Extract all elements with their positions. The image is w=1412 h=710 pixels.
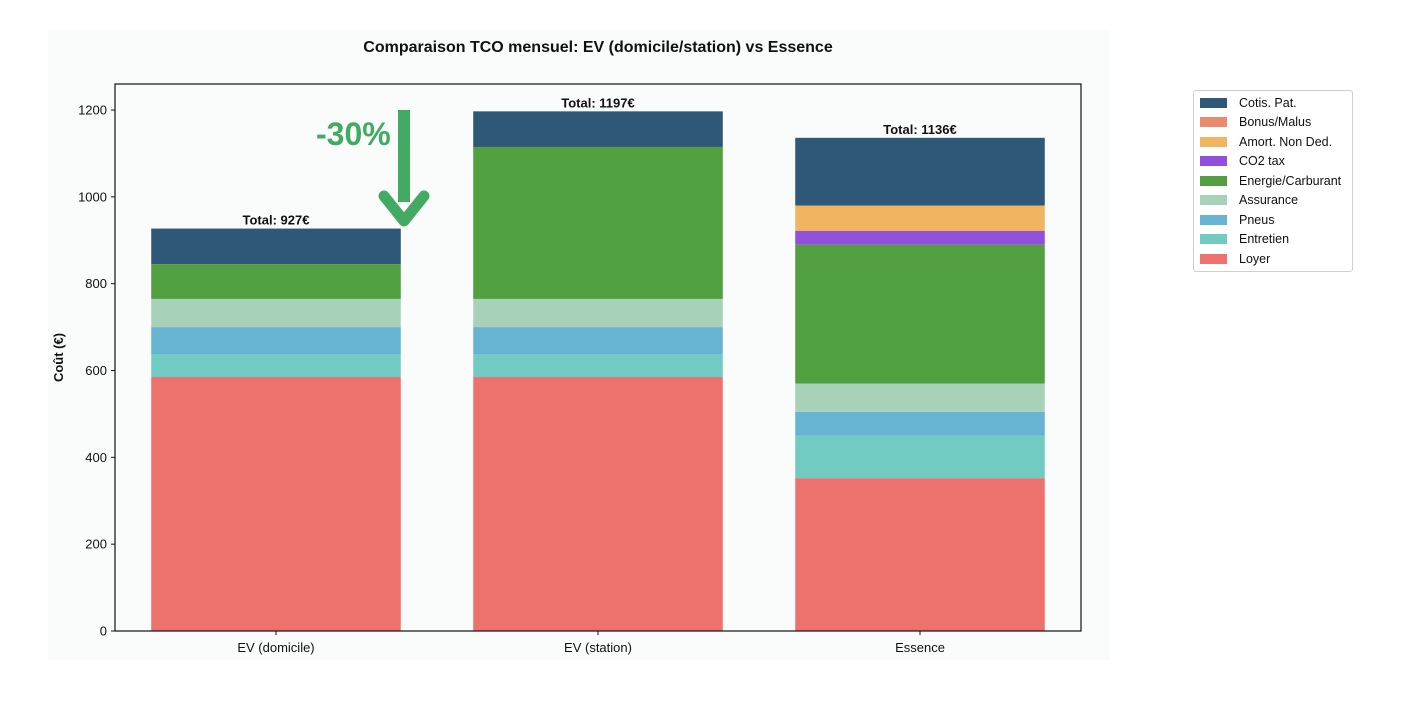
- legend-label: Pneus: [1239, 212, 1275, 227]
- legend-swatch: [1200, 156, 1227, 167]
- legend-label: CO2 tax: [1239, 154, 1285, 169]
- bar-assurance-1: [151, 298, 401, 328]
- bar-pneus-3: [795, 411, 1045, 436]
- legend-item: Energie/Carburant: [1194, 171, 1352, 191]
- bar-entretien-2: [473, 354, 723, 378]
- legend-item: Entretien: [1194, 230, 1352, 250]
- y-tick-label: 200: [85, 537, 107, 552]
- legend-swatch: [1200, 214, 1227, 225]
- legend-item: Cotis. Pat.: [1194, 93, 1352, 113]
- y-axis-label: Coût (€): [51, 333, 66, 382]
- y-tick-label: 1200: [78, 103, 107, 118]
- legend-item: Bonus/Malus: [1194, 113, 1352, 133]
- bar-cotis-pat--1: [151, 228, 401, 265]
- legend-label: Loyer: [1239, 251, 1271, 266]
- legend-swatch: [1200, 175, 1227, 186]
- total-label: Total: 1197€: [561, 95, 634, 110]
- bar-loyer-3: [795, 478, 1045, 631]
- plot-frame: [114, 83, 1082, 632]
- annotation-text: -30%: [316, 116, 391, 152]
- legend-item: CO2 tax: [1194, 152, 1352, 172]
- bar-loyer-1: [151, 377, 401, 631]
- legend-item: Amort. Non Ded.: [1194, 132, 1352, 152]
- bar-energie-carburant-3: [795, 244, 1045, 384]
- y-tick-label: 600: [85, 363, 107, 378]
- x-tick-label: Essence: [895, 640, 945, 655]
- legend-label: Assurance: [1239, 193, 1299, 208]
- legend-swatch: [1200, 253, 1227, 264]
- figure: Comparaison TCO mensuel: EV (domicile/st…: [48, 30, 1110, 660]
- y-tick-label: 1000: [78, 189, 107, 204]
- down-arrow-head-icon: [378, 190, 430, 227]
- legend-swatch: [1200, 117, 1227, 128]
- x-tick-label: EV (domicile): [237, 640, 314, 655]
- bar-pneus-1: [151, 327, 401, 355]
- legend-item: Assurance: [1194, 191, 1352, 211]
- legend-label: Bonus/Malus: [1239, 115, 1312, 130]
- legend-label: Cotis. Pat.: [1239, 95, 1297, 110]
- bar-assurance-2: [473, 298, 723, 328]
- legend-swatch: [1200, 234, 1227, 245]
- x-tick-label: EV (station): [564, 640, 632, 655]
- bar-pneus-2: [473, 327, 723, 355]
- legend-item: Loyer: [1194, 249, 1352, 269]
- y-tick-label: 800: [85, 276, 107, 291]
- legend-label: Energie/Carburant: [1239, 173, 1342, 188]
- legend-item: Pneus: [1194, 210, 1352, 230]
- chart: Comparaison TCO mensuel: EV (domicile/st…: [51, 39, 1082, 655]
- legend-swatch: [1200, 97, 1227, 108]
- total-label: Total: 1136€: [883, 122, 956, 137]
- legend-swatch: [1200, 195, 1227, 206]
- legend-label: Entretien: [1239, 232, 1290, 247]
- y-tick-label: 400: [85, 450, 107, 465]
- bar-entretien-1: [151, 354, 401, 378]
- y-tick-label: 0: [100, 624, 107, 639]
- chart-title: Comparaison TCO mensuel: EV (domicile/st…: [363, 39, 833, 56]
- legend: Cotis. Pat. Bonus/Malus Amort. Non Ded. CO2…: [1193, 90, 1353, 272]
- bar-amort-non-ded--3: [795, 205, 1045, 231]
- bar-energie-carburant-2: [473, 146, 723, 299]
- bar-cotis-pat--3: [795, 137, 1045, 206]
- bar-entretien-3: [795, 435, 1045, 479]
- total-label: Total: 927€: [243, 213, 310, 228]
- bar-loyer-2: [473, 377, 723, 631]
- bar-cotis-pat--2: [473, 111, 723, 147]
- down-arrow-icon: [398, 110, 410, 202]
- legend-swatch: [1200, 136, 1227, 147]
- bar-assurance-3: [795, 383, 1045, 412]
- bar-co2-tax-3: [795, 230, 1045, 245]
- legend-label: Amort. Non Ded.: [1239, 134, 1333, 149]
- bar-energie-carburant-1: [151, 264, 401, 299]
